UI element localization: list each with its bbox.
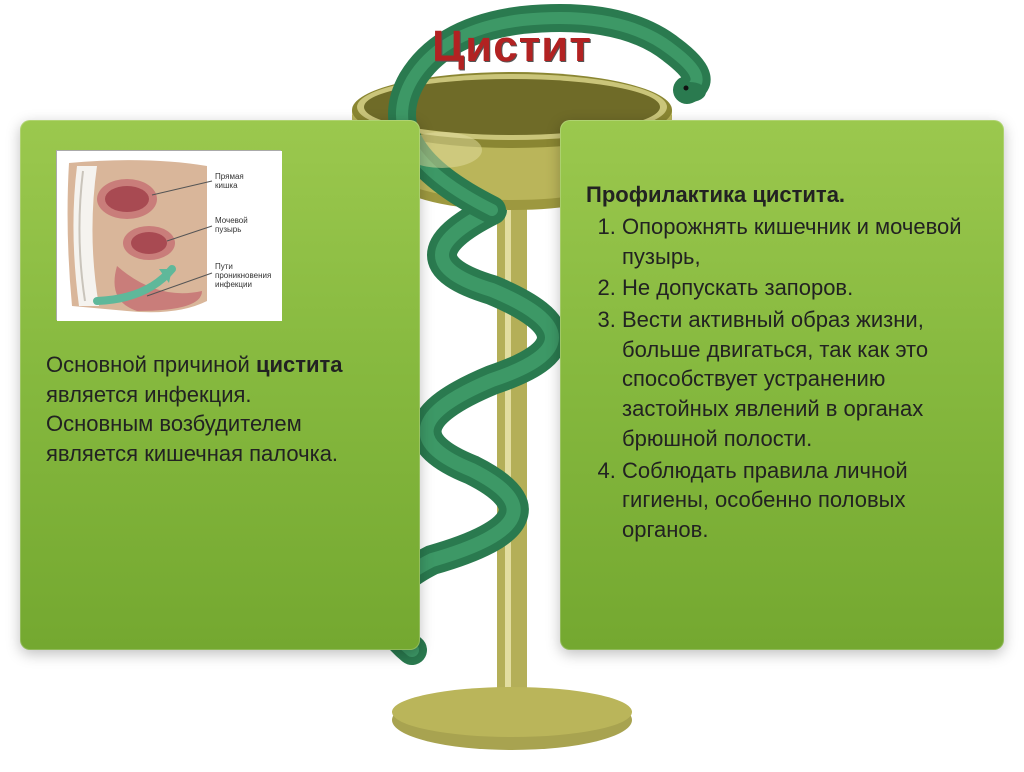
anatomy-diagram: Прямая кишка Мочевой пузырь Пути проникн… [56, 150, 281, 320]
svg-text:пузырь: пузырь [215, 225, 241, 234]
pathogen-text: Основным возбудителем является кишечная … [46, 409, 394, 468]
diagram-label-bladder: Мочевой [215, 216, 248, 225]
prevention-item: Вести активный образ жизни, больше двига… [622, 305, 978, 453]
prevention-item: Соблюдать правила личной гигиены, особен… [622, 456, 978, 545]
diagram-label-path: Пути [215, 262, 233, 271]
svg-text:проникновения: проникновения [215, 271, 271, 280]
prevention-heading: Профилактика цистита. [586, 182, 978, 208]
slide-title: Цистит [432, 22, 592, 72]
cause-after: является инфекция. [46, 382, 252, 407]
right-panel: Профилактика цистита. Опорожнять кишечни… [560, 120, 1004, 650]
cause-text: Основной причиной цистита является инфек… [46, 350, 394, 409]
diagram-label-rectum: Прямая [215, 172, 244, 181]
prevention-list: Опорожнять кишечник и мочевой пузырь, Не… [586, 212, 978, 545]
prevention-item: Опорожнять кишечник и мочевой пузырь, [622, 212, 978, 271]
prevention-item: Не допускать запоров. [622, 273, 978, 303]
cause-prefix: Основной причиной [46, 352, 256, 377]
svg-text:инфекции: инфекции [215, 280, 252, 289]
cause-bold: цистита [256, 352, 343, 377]
left-panel: Прямая кишка Мочевой пузырь Пути проникн… [20, 120, 420, 650]
svg-text:кишка: кишка [215, 181, 238, 190]
